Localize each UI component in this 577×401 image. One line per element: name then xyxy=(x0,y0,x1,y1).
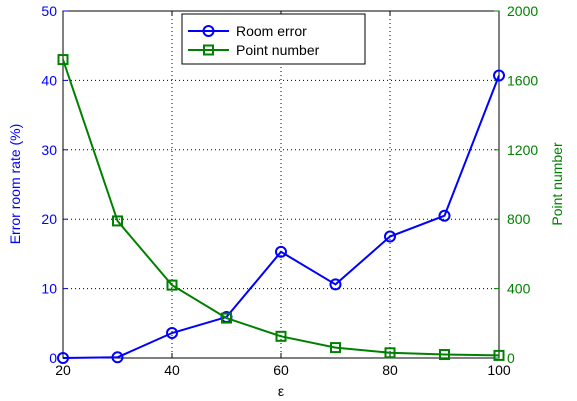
data-point-point-number xyxy=(221,312,232,324)
legend-marker-room-error xyxy=(202,25,215,37)
right-y-tick-label: 0 xyxy=(507,350,515,366)
left-y-tick-label: 10 xyxy=(41,281,57,297)
data-point-room-error xyxy=(438,209,451,222)
right-axis-label: Point number xyxy=(549,142,565,226)
data-point-room-error xyxy=(329,278,342,291)
legend: Room error Point number xyxy=(181,13,366,65)
right-y-tick-label: 1200 xyxy=(507,142,538,158)
data-point-point-number xyxy=(330,342,341,354)
data-point-room-error xyxy=(111,351,124,364)
data-point-room-error xyxy=(275,245,287,258)
data-point-point-number xyxy=(493,349,505,361)
x-axis-label: ε xyxy=(278,383,284,399)
legend-label-room-error: Room error xyxy=(236,23,307,39)
left-y-tick-label: 40 xyxy=(41,72,57,88)
x-tick-label: 100 xyxy=(487,362,511,378)
left-y-tick-label: 0 xyxy=(49,350,57,366)
series-line-room-error xyxy=(62,75,500,359)
x-tick-label: 40 xyxy=(164,362,180,378)
series-layer xyxy=(57,54,505,364)
legend-box xyxy=(181,13,366,65)
left-y-tick-label: 20 xyxy=(41,211,57,227)
data-point-room-error xyxy=(493,69,505,82)
data-point-room-error xyxy=(166,327,178,340)
series-line-point-number xyxy=(62,59,500,357)
axis-ticks: 20 40 60 80 10001020304050040080012001600200… xyxy=(41,3,538,378)
x-tick-label: 20 xyxy=(55,362,71,378)
right-y-tick-label: 800 xyxy=(507,211,531,227)
data-point-room-error xyxy=(384,230,396,243)
data-point-room-error xyxy=(57,352,69,364)
legend-marker-point-number xyxy=(203,44,214,56)
grid xyxy=(63,11,499,358)
x-tick-label: 80 xyxy=(382,362,398,378)
data-point-point-number xyxy=(275,330,287,342)
data-point-point-number xyxy=(166,279,178,291)
left-axis-label: Error room rate (%) xyxy=(7,124,23,245)
left-y-tick-label: 30 xyxy=(41,142,57,158)
right-y-tick-label: 1600 xyxy=(507,72,538,88)
data-point-point-number xyxy=(384,347,396,359)
right-y-tick-label: 400 xyxy=(507,281,531,297)
data-point-point-number xyxy=(439,349,450,361)
data-point-point-number xyxy=(57,54,69,66)
right-y-tick-label: 2000 xyxy=(507,3,538,19)
left-y-tick-label: 50 xyxy=(41,3,57,19)
legend-label-point-number: Point number xyxy=(236,42,320,58)
data-point-point-number xyxy=(112,215,123,227)
x-tick-label: 60 xyxy=(273,362,289,378)
